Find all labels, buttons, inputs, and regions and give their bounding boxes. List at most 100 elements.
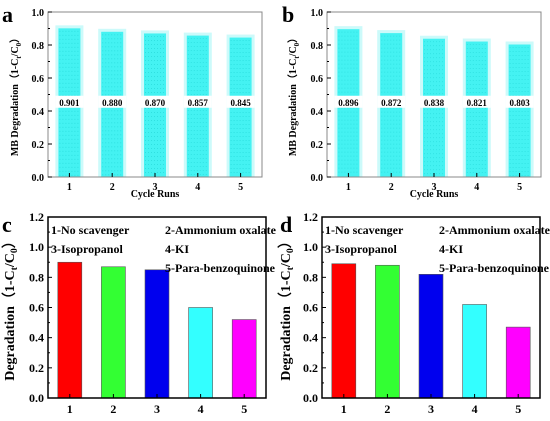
- legend-entry: 4-KI: [165, 242, 189, 256]
- data-label-bg: [334, 95, 363, 108]
- y-tick-label: 0.8: [32, 41, 45, 52]
- data-label: 0.857: [188, 98, 209, 108]
- legend-entry: 2-Ammonium oxalate: [439, 223, 550, 237]
- y-tick-label: 0.0: [303, 391, 318, 405]
- y-tick-label: 0.6: [29, 301, 44, 315]
- data-label-bg: [226, 95, 255, 108]
- panel-letter: c: [2, 212, 12, 237]
- y-tick-label: 0.8: [29, 270, 44, 284]
- bar: [462, 304, 487, 399]
- legend-entry: 1-No scavenger: [51, 223, 130, 237]
- x-tick-label: 1: [67, 402, 73, 416]
- y-axis-label: MB Degradation（1-Ct/C0）: [286, 33, 301, 156]
- panel-letter: b: [282, 2, 294, 27]
- y-tick-label: 0.6: [311, 74, 324, 85]
- y-tick-label: 0.6: [303, 301, 318, 315]
- y-axis-label-part: 0: [293, 42, 301, 46]
- y-axis-label-part: MB Degradation（1-C: [8, 59, 21, 157]
- x-tick-label: 1: [346, 182, 351, 193]
- y-axis-label-part: Degradation（1-C: [278, 270, 294, 380]
- y-tick-label: 1.2: [303, 210, 318, 224]
- y-tick-label: 0.2: [303, 361, 318, 375]
- x-tick-label: 5: [517, 182, 522, 193]
- data-label-bg: [420, 95, 448, 108]
- x-tick-label: 4: [474, 182, 479, 193]
- x-tick-label: 4: [198, 402, 204, 416]
- x-tick-label: 5: [515, 402, 521, 416]
- y-axis-label: MB Degradation（1-Ct/C0）: [8, 33, 23, 156]
- y-tick-label: 0.4: [32, 107, 45, 118]
- y-axis-label-part: MB Degradation（1-C: [286, 59, 299, 157]
- x-tick-label: 4: [472, 402, 478, 416]
- data-label-bg: [377, 95, 406, 108]
- y-tick-label: 1.0: [303, 240, 318, 254]
- y-tick-label: 0.4: [29, 331, 44, 345]
- bar: [508, 44, 531, 177]
- y-tick-label: 0.4: [303, 331, 318, 345]
- y-tick-label: 0.2: [32, 140, 45, 151]
- data-label-bg: [55, 95, 84, 108]
- y-tick-label: 1.0: [311, 8, 324, 19]
- bar: [418, 274, 444, 399]
- legend-entry: 3-Isopropanol: [51, 242, 123, 256]
- x-tick-label: 5: [238, 182, 243, 193]
- bar: [188, 307, 213, 399]
- y-axis-label-part: /C: [3, 253, 18, 268]
- panel-letter: a: [2, 2, 13, 27]
- y-tick-label: 0.8: [311, 41, 324, 52]
- y-axis-label-part: Degradation（1-C: [2, 270, 18, 380]
- x-tick-label: 2: [110, 402, 116, 416]
- y-tick-label: 0.0: [32, 173, 45, 184]
- y-axis-label-part: ）: [2, 234, 18, 248]
- legend-entry: 3-Isopropanol: [325, 242, 397, 256]
- y-axis-label-part: ）: [278, 234, 294, 248]
- y-tick-label: 0.2: [29, 361, 44, 375]
- y-axis-label-part: 0: [285, 248, 296, 253]
- data-label-bg: [141, 95, 169, 108]
- x-tick-label: 1: [67, 182, 72, 193]
- data-label: 0.896: [338, 98, 359, 108]
- x-tick-label: 5: [241, 402, 247, 416]
- x-tick-label: 3: [432, 182, 437, 193]
- x-tick-label: 3: [154, 402, 160, 416]
- x-tick-label: 3: [428, 402, 434, 416]
- y-tick-label: 1.0: [32, 8, 45, 19]
- legend-entry: 5-Para-benzoquinone: [165, 261, 276, 275]
- legend-entry: 1-No scavenger: [325, 223, 404, 237]
- y-axis-label-part: /C: [279, 253, 294, 268]
- y-axis-label-part: 0: [9, 248, 20, 253]
- x-tick-label: 3: [153, 182, 158, 193]
- chart-panel-d: d 0.0 0.2 0.4 0.6 0.8 1.0 1.2 1 2 3 4 5 Degradation（1…: [278, 210, 550, 416]
- y-tick-label: 0.0: [311, 173, 324, 184]
- bar: [465, 41, 488, 177]
- y-axis-label-part: t: [9, 266, 20, 270]
- y-axis-label-part: t: [285, 266, 296, 270]
- data-label: 0.872: [381, 98, 402, 108]
- x-tick-label: 4: [195, 182, 200, 193]
- x-tick-label: 2: [110, 182, 115, 193]
- y-tick-label: 0.8: [303, 270, 318, 284]
- data-label-bg: [183, 95, 212, 108]
- data-label-bg: [98, 95, 127, 108]
- y-axis-label: Degradation（1-Ct/C0）: [278, 234, 296, 381]
- bar: [57, 261, 83, 399]
- data-label-bg: [462, 95, 491, 108]
- data-label: 0.870: [145, 98, 166, 108]
- y-tick-label: 0.0: [29, 391, 44, 405]
- x-tick-label: 2: [389, 182, 394, 193]
- y-axis-label-part: ）: [286, 33, 299, 43]
- y-axis-label-part: t: [15, 56, 23, 59]
- bar: [231, 319, 257, 399]
- data-label: 0.803: [509, 98, 530, 108]
- y-axis-label-part: /C: [288, 46, 299, 57]
- legend-entry: 4-KI: [439, 242, 463, 256]
- y-axis-label-part: t: [293, 56, 301, 59]
- y-axis-label-part: /C: [10, 46, 21, 57]
- chart-panel-b: b0.896 0.872 0.838 0.821 0.8030.00.20.40.60.…: [282, 2, 542, 200]
- data-label: 0.845: [230, 98, 251, 108]
- legend-entry: 5-Para-benzoquinone: [439, 261, 550, 275]
- y-tick-label: 0.2: [311, 140, 324, 151]
- panel-letter: d: [280, 212, 292, 237]
- data-label-bg: [505, 95, 534, 108]
- y-tick-label: 0.6: [32, 74, 45, 85]
